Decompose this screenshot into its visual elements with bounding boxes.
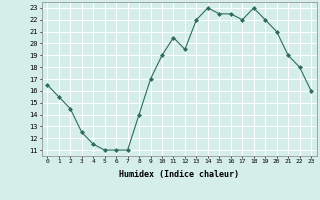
X-axis label: Humidex (Indice chaleur): Humidex (Indice chaleur) [119,170,239,179]
